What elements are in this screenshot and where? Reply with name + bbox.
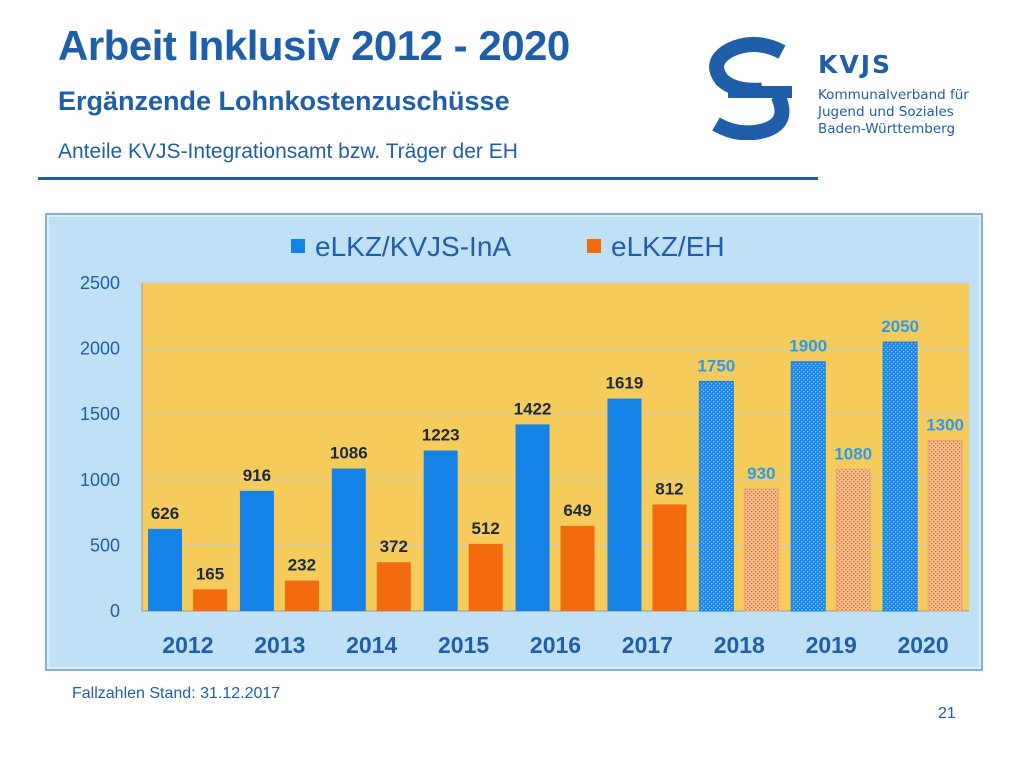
footer-note: Fallzahlen Stand: 31.12.2017 — [72, 685, 281, 702]
legend-label: eLKZ/EH — [611, 231, 725, 262]
page-number: 21 — [938, 705, 956, 722]
legend-label: eLKZ/KVJS-InA — [315, 231, 511, 262]
bar-eh — [193, 589, 227, 611]
chart-container: 0 500 1000 1500 2000 2500 626 165 2012 916 232 2013… — [45, 213, 983, 671]
x-tick-label: 2018 — [714, 632, 765, 658]
data-label: 812 — [655, 479, 683, 498]
slide-title: Arbeit Inklusiv 2012 - 2020 — [58, 22, 570, 69]
bar-eh — [468, 543, 503, 611]
legend-swatch — [587, 239, 601, 253]
data-label: 512 — [471, 519, 499, 538]
data-label: 626 — [151, 504, 179, 523]
y-tick-label: 2500 — [80, 273, 120, 293]
organization-abbreviation: KVJS — [818, 50, 893, 79]
organization-name-line-3: Baden-Württemberg — [818, 121, 956, 137]
data-label: 1080 — [834, 444, 872, 463]
bar-eh — [376, 562, 411, 611]
data-label: 1900 — [789, 337, 827, 356]
kvjs-logo-icon — [709, 37, 792, 140]
x-tick-label: 2012 — [162, 632, 213, 658]
bar-eh — [284, 580, 319, 611]
plot-area — [142, 283, 969, 611]
bar-kvjs — [331, 468, 366, 611]
bar-kvjs — [882, 341, 918, 612]
data-label: 1086 — [330, 444, 368, 463]
bar-kvjs — [790, 361, 826, 612]
data-label: 1422 — [514, 399, 552, 418]
organization-block: KVJS Kommunalverband für Jugend und Sozi… — [818, 50, 969, 138]
bar-eh — [560, 525, 595, 611]
bar-kvjs — [423, 450, 458, 611]
slide-subheading: Anteile KVJS-Integrationsamt bzw. Träger… — [58, 140, 518, 163]
y-tick-label: 1500 — [80, 404, 120, 424]
slide-subtitle: Ergänzende Lohnkostenzuschüsse — [58, 86, 510, 116]
bar-kvjs — [148, 528, 182, 611]
bar-eh — [743, 488, 779, 612]
y-tick-label: 0 — [110, 601, 120, 621]
x-tick-label: 2017 — [622, 632, 673, 658]
legend-swatch — [291, 239, 305, 253]
data-label: 1619 — [606, 374, 644, 393]
x-tick-label: 2015 — [438, 632, 489, 658]
bar-kvjs — [698, 380, 734, 612]
data-label: 649 — [563, 501, 591, 520]
data-label: 1750 — [697, 356, 735, 375]
data-label: 2050 — [881, 317, 919, 336]
bar-eh — [652, 504, 687, 611]
y-tick-label: 1000 — [80, 470, 120, 490]
x-tick-label: 2016 — [530, 632, 581, 658]
bar-chart: 0 500 1000 1500 2000 2500 626 165 2012 916 232 2013… — [80, 231, 969, 658]
data-label: 916 — [243, 466, 271, 485]
x-tick-label: 2020 — [897, 632, 948, 658]
y-tick-label: 2000 — [80, 339, 120, 359]
data-label: 1300 — [926, 415, 964, 434]
bar-eh — [835, 468, 871, 612]
bar-kvjs — [607, 398, 642, 611]
header-divider — [38, 177, 818, 180]
data-label: 930 — [747, 464, 775, 483]
x-tick-label: 2013 — [254, 632, 305, 658]
y-tick-label: 500 — [90, 535, 120, 555]
data-label: 165 — [196, 564, 224, 583]
x-tick-label: 2019 — [806, 632, 857, 658]
organization-name-line-2: Jugend und Soziales — [818, 104, 954, 120]
bar-kvjs — [239, 490, 274, 611]
data-label: 232 — [288, 556, 316, 575]
bar-kvjs — [515, 424, 550, 611]
x-tick-label: 2014 — [346, 632, 397, 658]
data-label: 1223 — [422, 426, 460, 445]
bar-eh — [927, 439, 963, 612]
organization-name-line-1: Kommunalverband für — [818, 87, 969, 103]
data-label: 372 — [380, 537, 408, 556]
